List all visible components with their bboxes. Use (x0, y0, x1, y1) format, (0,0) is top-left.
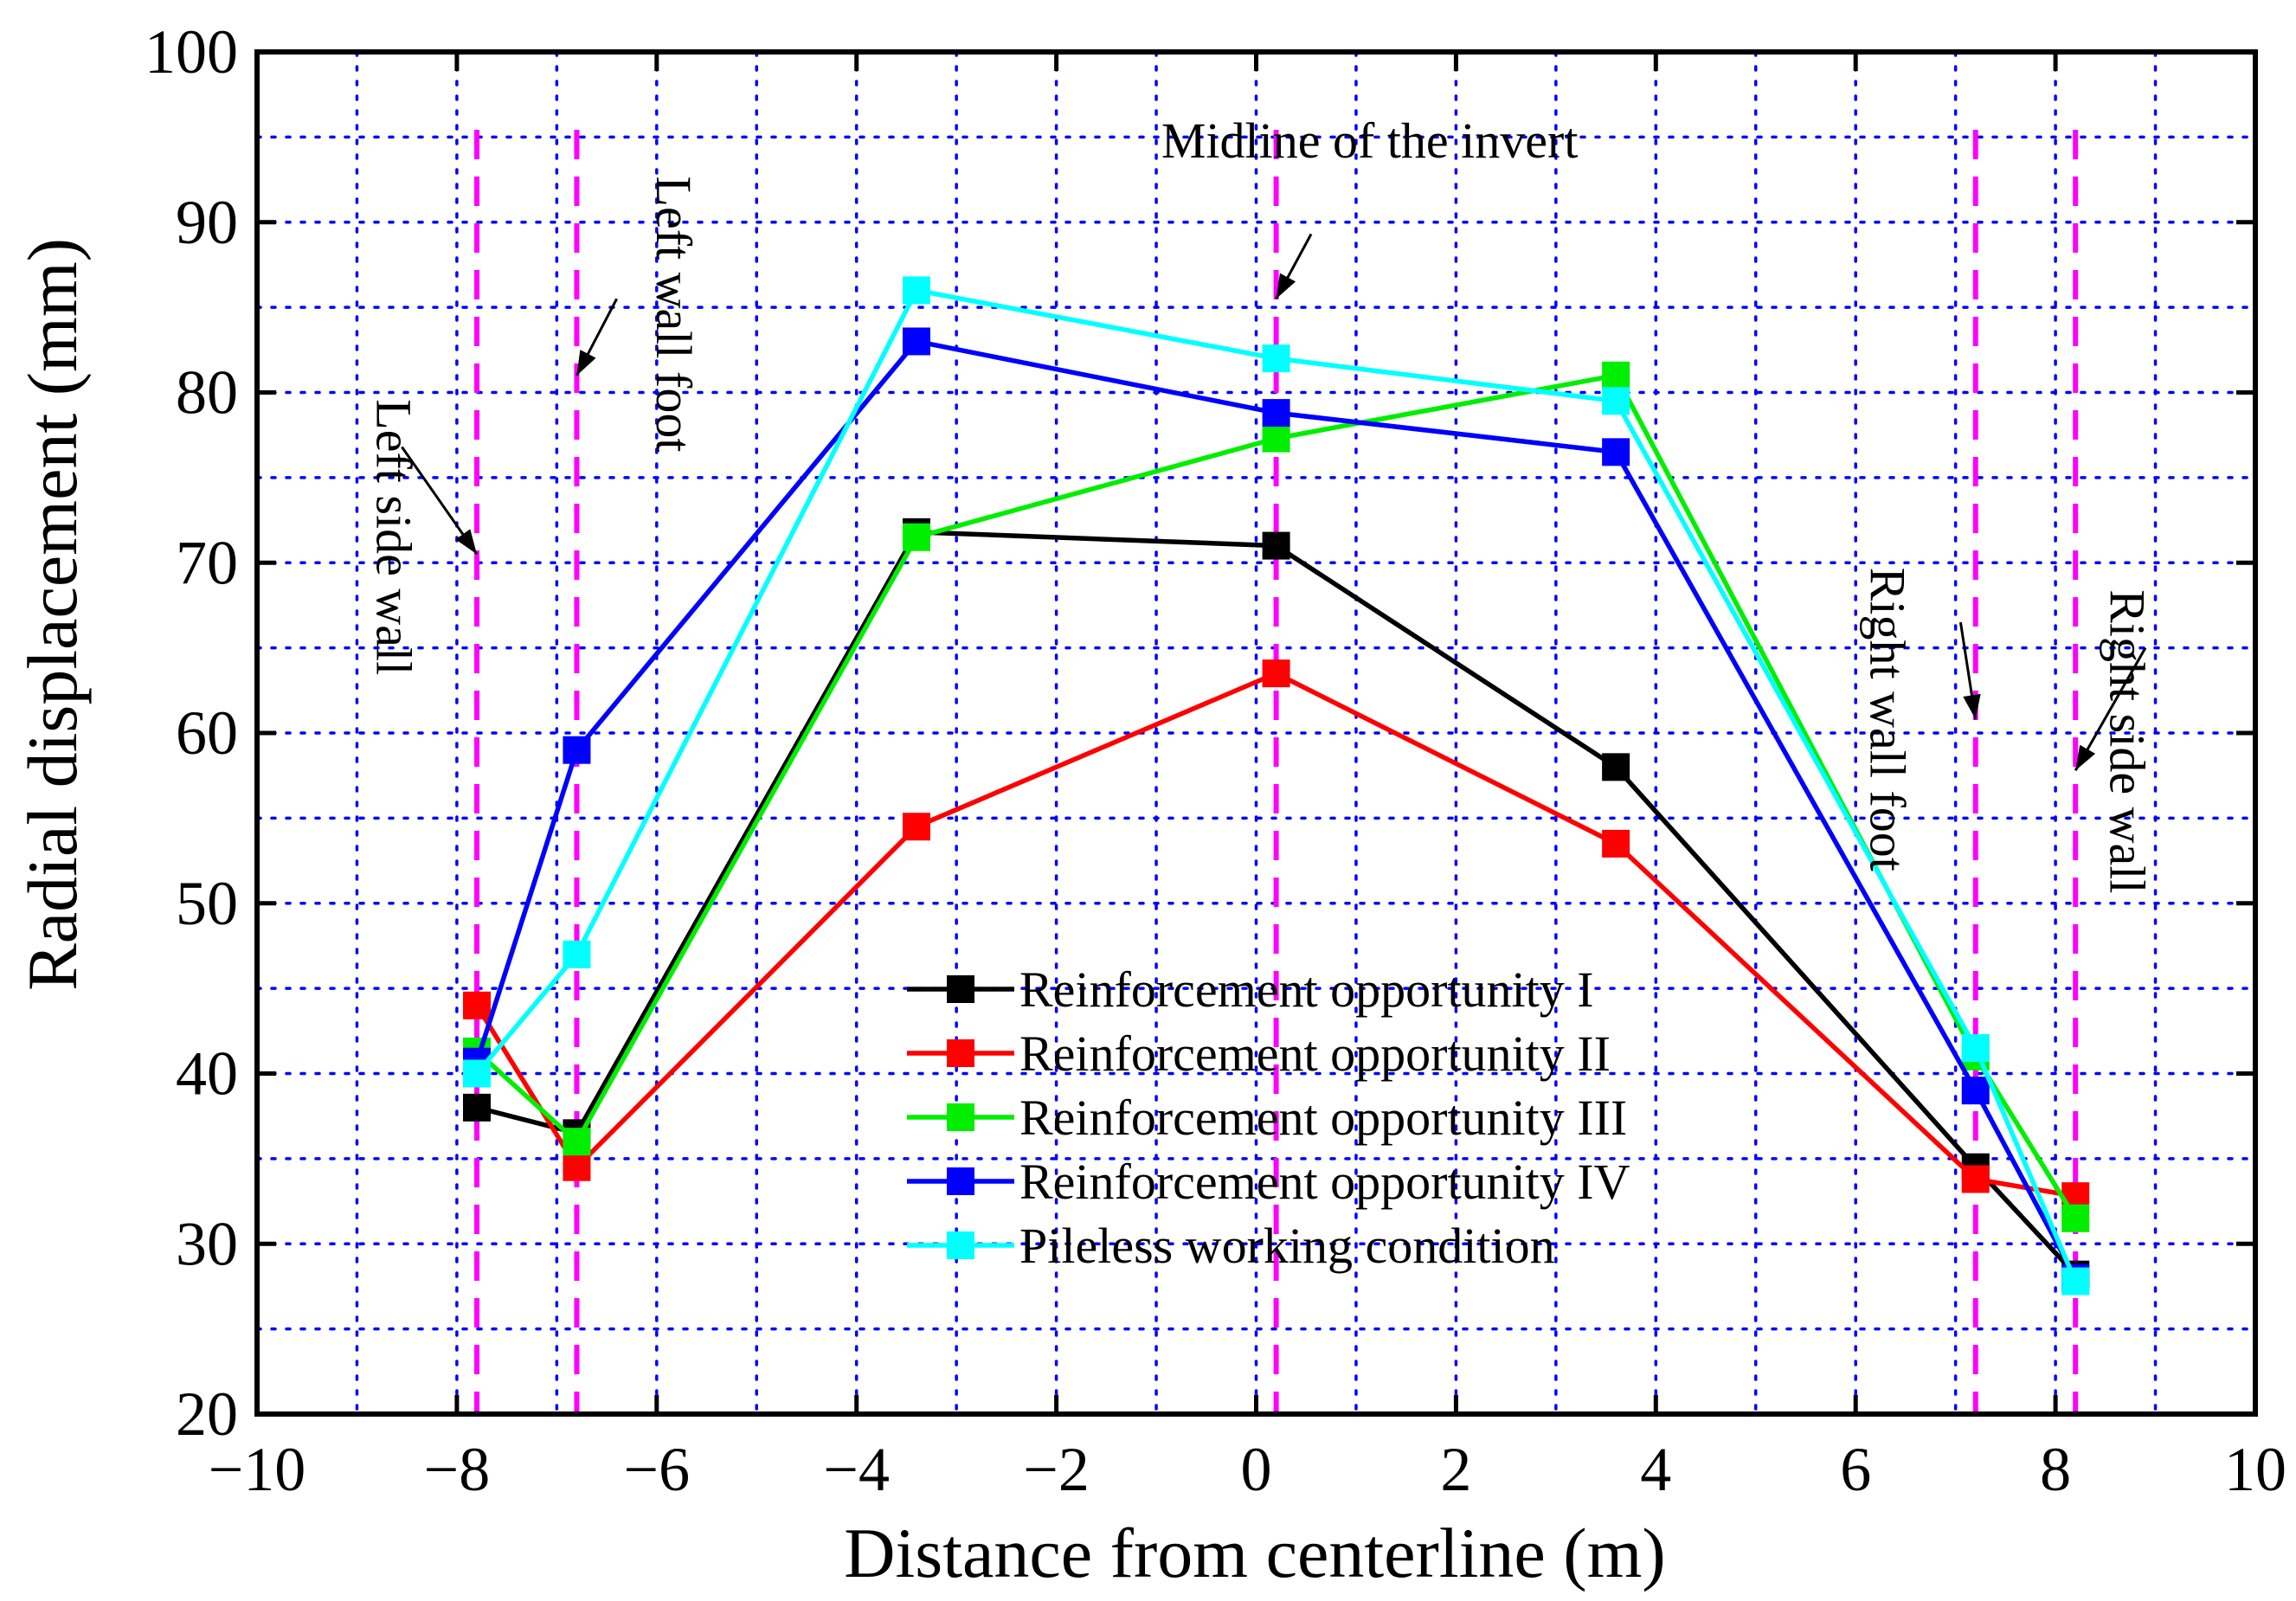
data-point (1602, 387, 1630, 415)
data-point (902, 276, 930, 305)
y-tick-label: 20 (176, 1379, 238, 1449)
data-point (2061, 1204, 2090, 1232)
x-tick-label: −8 (424, 1435, 491, 1504)
data-point (2061, 1267, 2090, 1296)
arrow-head (2075, 744, 2096, 771)
arrow-head (1276, 273, 1296, 299)
data-point (1961, 1077, 1990, 1105)
data-point (563, 1128, 591, 1156)
legend-marker (947, 1231, 974, 1259)
arrow-head (1963, 693, 1981, 720)
series (462, 276, 2090, 1296)
legend-label: Reinforcement opportunity II (1019, 1026, 1611, 1082)
legend-item: Reinforcement opportunity I (907, 961, 1594, 1018)
axis-ticks: −10 −8 −6 −4 −2 0 2 4 6 8 10 20 30 40 50 60 70 80 90 100 (145, 17, 2286, 1504)
data-point (1961, 1165, 1990, 1193)
data-point (1602, 829, 1630, 858)
data-point (1262, 344, 1290, 373)
legend-item: Reinforcement opportunity II (907, 1026, 1611, 1082)
legend-item: Reinforcement opportunity III (907, 1090, 1627, 1146)
data-point (902, 813, 930, 841)
data-point (1262, 531, 1290, 560)
x-tick-label: −4 (823, 1435, 890, 1504)
y-tick-label: 60 (176, 698, 238, 768)
legend-label: Pileless working condition (1019, 1218, 1555, 1274)
y-tick-label: 80 (176, 358, 238, 428)
x-tick-label: 2 (1440, 1435, 1471, 1504)
series-5 (462, 276, 2090, 1296)
data-point (563, 736, 591, 764)
data-point (1262, 424, 1290, 453)
data-point (1961, 1033, 1990, 1062)
x-tick-label: 0 (1241, 1435, 1272, 1504)
annotation-label: Right wall foot (1860, 568, 1916, 871)
annotation-label: Left wall foot (646, 177, 702, 453)
legend-label: Reinforcement opportunity I (1019, 961, 1594, 1018)
x-tick-label: 6 (1840, 1435, 1871, 1504)
data-point (462, 991, 491, 1019)
legend-marker (947, 1167, 974, 1195)
annotation-label: Right side wall (2100, 589, 2156, 893)
legend-marker (947, 975, 974, 1003)
y-tick-label: 70 (176, 528, 238, 597)
legend: Reinforcement opportunity I Reinforcement… (907, 961, 1630, 1274)
legend-item: Reinforcement opportunity IV (907, 1154, 1630, 1210)
legend-item: Pileless working condition (907, 1218, 1555, 1274)
x-tick-label: −10 (209, 1435, 306, 1504)
x-tick-label: 4 (1640, 1435, 1671, 1504)
arrow-head (576, 350, 596, 376)
legend-marker (947, 1039, 974, 1067)
y-tick-label: 40 (176, 1039, 238, 1109)
data-point (1602, 438, 1630, 466)
data-point (902, 327, 930, 356)
arrow-head (455, 529, 477, 555)
legend-label: Reinforcement opportunity III (1019, 1090, 1627, 1146)
series-2 (462, 659, 2090, 1211)
y-tick-label: 100 (145, 17, 238, 87)
y-tick-label: 50 (176, 869, 238, 938)
data-point (462, 1093, 491, 1122)
data-point (1262, 659, 1290, 688)
data-point (462, 1059, 491, 1088)
data-point (563, 1153, 591, 1181)
reference-lines (473, 130, 2079, 1414)
x-axis-title: Distance from centerline (m) (844, 1514, 1665, 1592)
y-axis-title: Radial displacement (mm) (13, 238, 92, 991)
annotation-label: Left side wall (366, 399, 422, 675)
annotation-label: Midline of the invert (1161, 113, 1579, 169)
data-point (1602, 361, 1630, 389)
grid (255, 50, 2257, 1416)
data-point (902, 523, 930, 551)
data-point (563, 940, 591, 968)
x-tick-label: 8 (2040, 1435, 2071, 1504)
x-tick-label: 10 (2224, 1435, 2286, 1504)
y-tick-label: 30 (176, 1209, 238, 1278)
legend-marker (947, 1103, 974, 1131)
legend-label: Reinforcement opportunity IV (1019, 1154, 1630, 1210)
x-tick-label: −2 (1023, 1435, 1090, 1504)
data-point (1262, 399, 1290, 428)
x-tick-label: −6 (623, 1435, 690, 1504)
annotations: Left side wall Left wall foot Midline of t… (366, 113, 2156, 893)
data-point (1602, 753, 1630, 781)
y-tick-label: 90 (176, 188, 238, 257)
